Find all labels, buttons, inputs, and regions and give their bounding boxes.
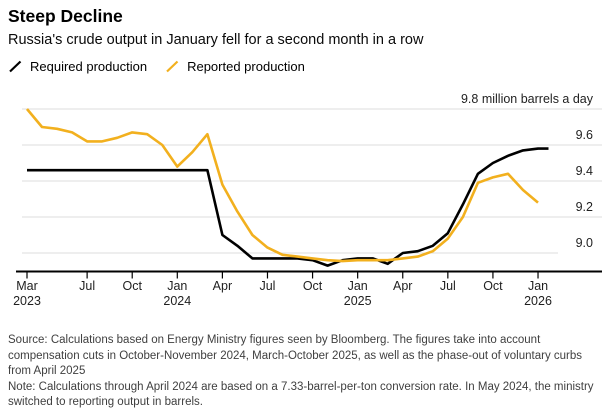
svg-text:Jan: Jan [167, 279, 187, 293]
svg-text:Jul: Jul [79, 279, 95, 293]
crude-output-line-chart: 9.8 million barrels a day 9.6 9.4 9.2 9.0 Mar… [13, 92, 602, 308]
svg-text:Jul: Jul [259, 279, 275, 293]
svg-text:Mar: Mar [16, 279, 38, 293]
svg-text:9.8 million barrels a day: 9.8 million barrels a day [461, 92, 594, 106]
chart-title: Steep Decline [8, 6, 123, 26]
svg-text:Oct: Oct [303, 279, 323, 293]
svg-text:Apr: Apr [213, 279, 232, 293]
svg-text:2025: 2025 [344, 294, 372, 308]
required-line-swatch-icon [9, 60, 22, 73]
svg-text:2023: 2023 [13, 294, 41, 308]
svg-text:2026: 2026 [524, 294, 552, 308]
source-note: Source: Calculations based on Energy Min… [8, 334, 583, 377]
svg-text:2024: 2024 [163, 294, 191, 308]
svg-text:Apr: Apr [393, 279, 412, 293]
methodology-note: Note: Calculations through April 2024 ar… [8, 380, 594, 409]
svg-text:Oct: Oct [483, 279, 503, 293]
svg-text:9.2: 9.2 [576, 200, 593, 214]
svg-text:Oct: Oct [122, 279, 142, 293]
legend: Required production Reported production [8, 59, 305, 74]
footer-notes: Source: Calculations based on Energy Min… [8, 333, 597, 411]
legend-label-required: Required production [30, 59, 148, 74]
svg-text:Jan: Jan [528, 279, 548, 293]
svg-text:Jan: Jan [348, 279, 368, 293]
chart-subtitle: Russia's crude output in January fell fo… [8, 32, 424, 48]
svg-text:9.6: 9.6 [576, 128, 593, 142]
svg-text:9.4: 9.4 [576, 164, 593, 178]
svg-text:9.0: 9.0 [576, 236, 593, 250]
legend-label-reported: Reported production [187, 59, 305, 74]
legend-item-reported: Reported production [165, 59, 305, 74]
reported-line-swatch-icon [166, 60, 179, 73]
svg-text:Jul: Jul [440, 279, 456, 293]
legend-item-required: Required production [8, 59, 147, 74]
